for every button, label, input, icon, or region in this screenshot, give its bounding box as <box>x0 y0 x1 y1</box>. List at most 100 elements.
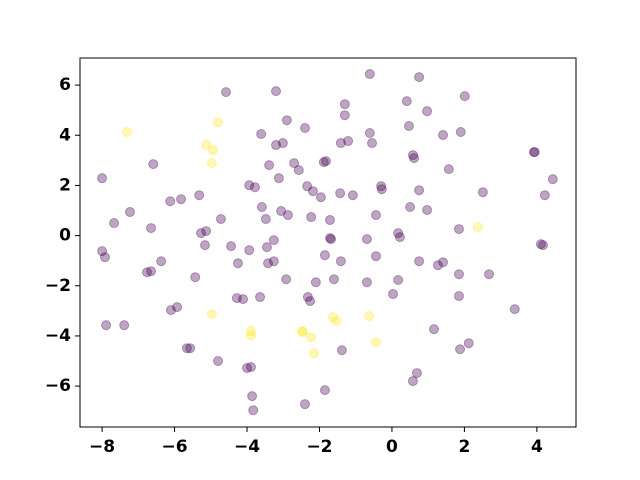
point <box>282 210 293 221</box>
point <box>276 206 287 217</box>
x-tick-label: −8 <box>89 437 115 457</box>
point <box>101 320 112 331</box>
point <box>388 289 399 300</box>
point <box>453 224 464 235</box>
point <box>256 202 267 213</box>
point <box>324 233 335 244</box>
point <box>213 356 224 367</box>
point <box>364 69 375 80</box>
point <box>343 136 354 147</box>
point <box>339 110 350 121</box>
point <box>213 117 224 128</box>
point <box>411 368 422 379</box>
point <box>414 72 425 83</box>
point <box>371 337 382 348</box>
point <box>142 267 153 278</box>
point <box>238 294 249 305</box>
point <box>309 348 320 359</box>
point <box>335 188 346 199</box>
point <box>364 311 375 322</box>
point <box>405 202 416 213</box>
point <box>407 150 418 161</box>
point <box>428 324 439 335</box>
point <box>361 234 372 245</box>
point <box>244 180 255 191</box>
point <box>324 215 335 226</box>
point <box>246 326 257 337</box>
point <box>376 184 387 195</box>
point <box>315 192 326 203</box>
point <box>319 385 330 396</box>
point <box>328 274 339 285</box>
point <box>255 292 266 303</box>
point <box>263 258 274 269</box>
point <box>305 296 316 307</box>
point <box>432 260 443 271</box>
point <box>99 252 110 263</box>
point <box>438 130 449 141</box>
point <box>422 205 433 216</box>
point <box>244 245 255 256</box>
point <box>215 214 226 225</box>
point <box>277 138 288 149</box>
point <box>201 140 212 151</box>
x-tick-label: −6 <box>162 437 188 457</box>
point <box>547 174 558 185</box>
point <box>477 187 488 198</box>
y-tick-label: 0 <box>59 226 71 246</box>
point <box>371 210 382 221</box>
point <box>246 362 257 373</box>
point <box>247 391 258 402</box>
point <box>336 345 347 356</box>
point <box>246 330 257 341</box>
point <box>261 242 272 253</box>
point <box>273 173 284 184</box>
point <box>232 258 243 269</box>
point <box>185 343 196 354</box>
point <box>194 190 205 201</box>
point <box>339 99 350 110</box>
point <box>264 160 275 171</box>
point <box>414 256 425 267</box>
point <box>281 115 292 126</box>
point <box>459 91 470 102</box>
point <box>172 302 183 313</box>
y-tick-label: −2 <box>45 276 71 296</box>
y-tick-label: −6 <box>45 376 71 396</box>
point <box>306 332 317 343</box>
point <box>109 218 120 229</box>
marks <box>97 69 558 416</box>
point <box>371 251 382 262</box>
point <box>443 164 454 175</box>
point <box>367 138 378 149</box>
point <box>297 326 308 337</box>
point <box>321 156 332 167</box>
point <box>231 293 242 304</box>
point <box>407 376 418 387</box>
axes-frame <box>79 57 577 428</box>
point <box>393 275 404 286</box>
x-tick-label: 2 <box>458 437 470 457</box>
point <box>318 157 329 168</box>
point <box>453 291 464 302</box>
point <box>403 120 414 131</box>
point <box>289 158 300 169</box>
point <box>307 186 318 197</box>
point <box>148 159 159 170</box>
point <box>319 250 330 261</box>
point <box>156 256 167 267</box>
point <box>190 272 201 283</box>
point <box>146 223 157 234</box>
x-tick-label: −4 <box>234 437 260 457</box>
point <box>226 241 237 252</box>
x-tick-label: 0 <box>386 437 398 457</box>
point <box>122 127 133 138</box>
point <box>401 96 412 107</box>
point <box>455 344 466 355</box>
point <box>124 207 135 218</box>
point <box>376 181 387 192</box>
point <box>248 405 259 416</box>
point <box>327 312 338 323</box>
point <box>206 309 217 320</box>
point <box>484 269 495 280</box>
